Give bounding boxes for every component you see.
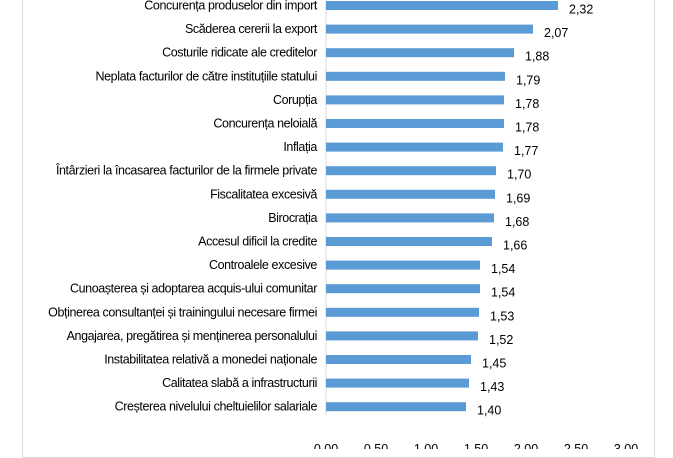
- x-tick-label: 3,00: [614, 442, 638, 449]
- data-label: 2,32: [569, 3, 593, 17]
- bar: [326, 48, 514, 58]
- bar: [326, 260, 480, 270]
- data-label: 1,69: [506, 191, 530, 205]
- data-label: 1,54: [491, 286, 515, 300]
- category-label: Scăderea cererii la export: [185, 22, 318, 36]
- bar: [326, 331, 478, 341]
- bar: [326, 284, 480, 294]
- data-label: 1,88: [525, 50, 549, 64]
- x-tick-label: 0,50: [364, 442, 388, 449]
- category-label: Întârzieri la încasarea facturilor de la…: [55, 163, 318, 178]
- data-label: 1,66: [503, 239, 527, 253]
- category-label: Corupția: [273, 93, 317, 107]
- data-label: 1,53: [490, 309, 514, 323]
- x-tick-label: 1,00: [414, 442, 438, 449]
- category-label: Fiscalitatea excesivă: [210, 187, 317, 201]
- bar: [326, 24, 533, 34]
- data-label: 1,45: [482, 357, 506, 371]
- category-label: Concurența neloială: [213, 117, 317, 131]
- data-label: 1,54: [491, 262, 515, 276]
- data-label: 2,07: [544, 26, 568, 40]
- x-tick-label: 2,50: [564, 442, 588, 449]
- x-tick-label: 1,50: [464, 442, 488, 449]
- data-label: 1,40: [477, 404, 501, 418]
- bar: [326, 355, 471, 364]
- bar: [326, 307, 479, 317]
- bar: [326, 378, 469, 388]
- data-label: 1,68: [505, 215, 529, 229]
- x-tick-label: 2,00: [514, 442, 538, 449]
- data-label: 1,52: [489, 333, 513, 347]
- bar: [326, 402, 466, 412]
- bar: [326, 213, 494, 223]
- category-label: Inflația: [283, 140, 317, 154]
- category-label: Instabilitatea relativă a monedei națion…: [104, 353, 317, 367]
- bar: [326, 166, 496, 176]
- category-label: Creșterea nivelului cheltuielilor salari…: [115, 400, 318, 414]
- category-label: Obținerea consultanței și trainingului n…: [48, 305, 317, 319]
- data-label: 1,70: [507, 168, 531, 182]
- bar: [326, 237, 492, 246]
- category-label: Calitatea slabă a infrastructurii: [162, 376, 317, 390]
- data-label: 1,78: [515, 121, 539, 135]
- bar: [326, 1, 558, 10]
- bar: [326, 189, 495, 199]
- category-label: Controalele excesive: [209, 258, 317, 272]
- category-label: Birocrația: [268, 211, 317, 225]
- category-label: Neplata facturilor de către instituțiile…: [96, 69, 318, 83]
- bar: [326, 142, 503, 152]
- bar: [326, 71, 505, 81]
- category-label: Cunoașterea și adoptarea acquis-ului com…: [70, 282, 317, 296]
- category-label: Angajarea, pregătirea și menținerea pers…: [67, 329, 317, 343]
- bar: [326, 95, 504, 105]
- category-label: Accesul dificil la credite: [198, 235, 317, 249]
- data-label: 1,77: [514, 144, 538, 158]
- data-label: 1,78: [515, 97, 539, 111]
- category-label: Concurența produselor din import: [144, 0, 318, 13]
- data-label: 1,79: [516, 73, 540, 87]
- bar: [326, 119, 504, 128]
- data-label: 1,43: [480, 380, 504, 394]
- category-label: Costurile ridicate ale creditelor: [162, 46, 317, 60]
- x-tick-label: 0,00: [314, 442, 338, 449]
